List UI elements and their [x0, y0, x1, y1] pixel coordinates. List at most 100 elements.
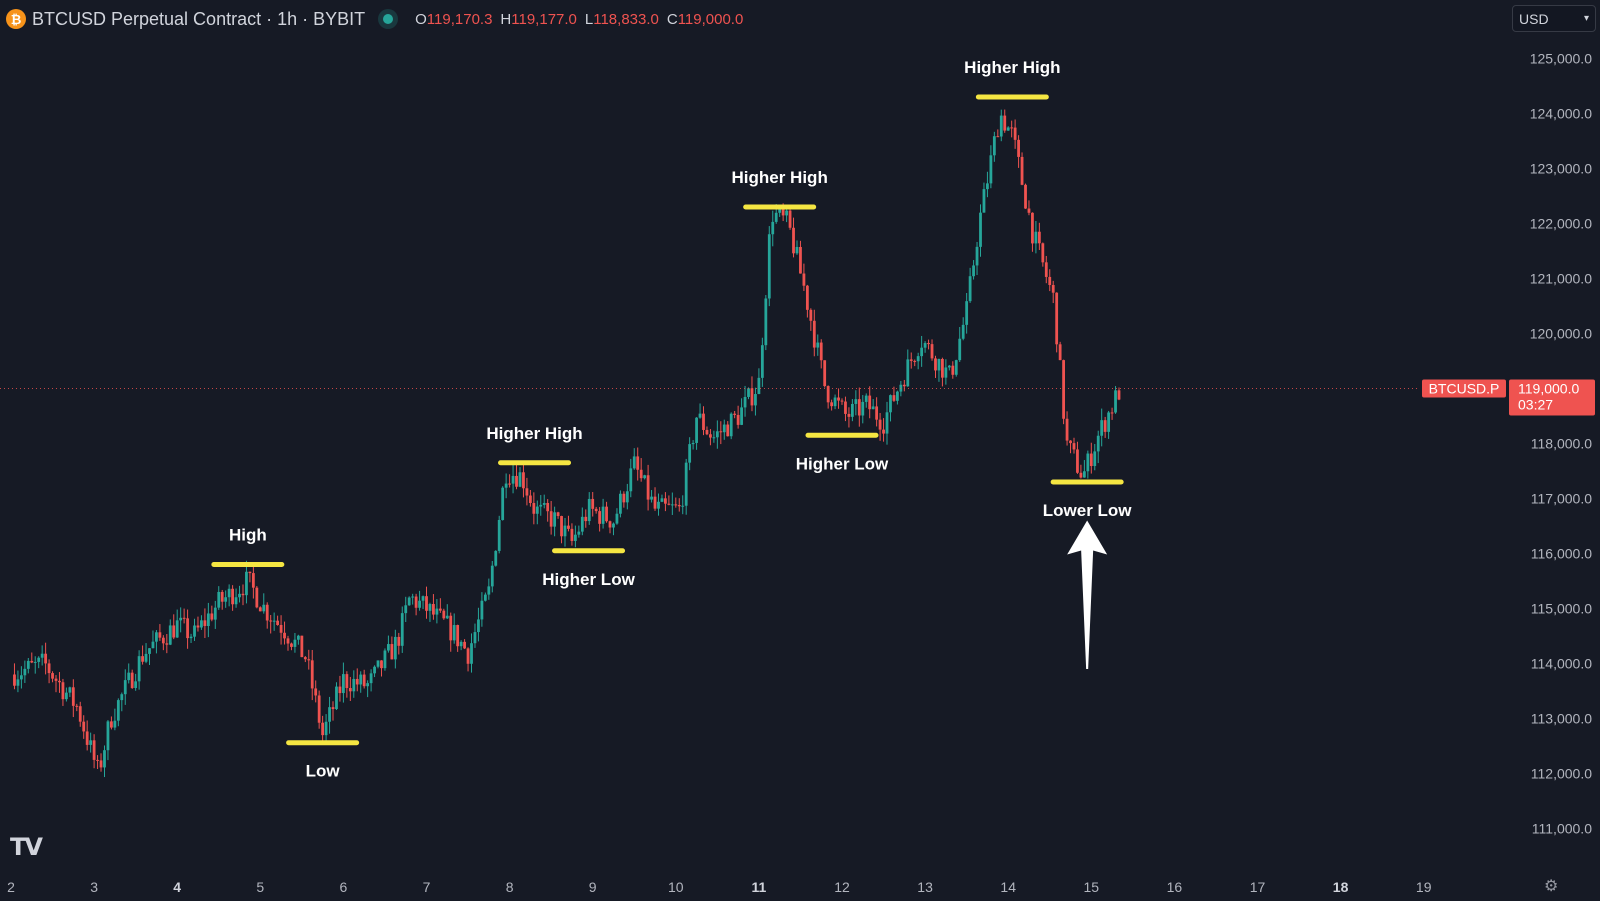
candle-body — [421, 596, 425, 601]
candle-body — [144, 653, 148, 662]
candle-body — [584, 516, 588, 522]
gear-icon[interactable]: ⚙ — [1544, 878, 1559, 895]
candle-body — [30, 660, 34, 663]
candle-body — [688, 444, 692, 463]
candle-body — [68, 687, 72, 693]
candle-body — [276, 620, 280, 625]
candle-body — [1027, 208, 1031, 213]
candle-body — [331, 707, 335, 710]
candle-body — [414, 596, 418, 608]
last-price-tag[interactable] — [1509, 379, 1595, 416]
symbol-title[interactable]: BTCUSD Perpetual Contract · 1h · BYBIT — [32, 8, 366, 29]
candle-body — [314, 688, 318, 696]
candle-body — [47, 663, 51, 674]
candle-body — [442, 610, 446, 619]
candle-body — [896, 391, 899, 401]
candle-body — [809, 309, 813, 321]
candle-body — [33, 661, 37, 663]
candle-body — [130, 672, 134, 688]
candle-body — [44, 653, 48, 664]
x-tick-label: 3 — [90, 879, 98, 895]
candle-body — [947, 365, 951, 368]
candle-body — [702, 413, 705, 430]
candle-body — [1034, 231, 1038, 244]
candle-body — [771, 221, 775, 235]
x-tick-label: 8 — [506, 879, 514, 895]
candle-body — [740, 407, 743, 425]
y-tick-label: 113,000.0 — [1531, 711, 1592, 727]
candle-body — [418, 600, 421, 608]
candle-body — [127, 672, 131, 681]
candle-body — [864, 395, 868, 402]
candle-body — [951, 365, 955, 375]
candle-body — [757, 377, 761, 395]
candle-body — [1100, 420, 1104, 436]
candle-body — [941, 358, 944, 378]
candle-body — [1065, 418, 1069, 441]
candle-body — [258, 607, 262, 612]
candle-body — [705, 429, 709, 435]
candle-body — [200, 620, 203, 628]
candle-body — [241, 593, 245, 596]
candle-body — [1010, 127, 1014, 129]
candle-body — [1048, 276, 1052, 285]
candle-body — [1024, 184, 1027, 209]
chevron-down-icon: ▾ — [1583, 13, 1589, 24]
candle-body — [650, 496, 653, 500]
candle-body — [573, 534, 577, 541]
candle-body — [767, 234, 771, 299]
candle-body — [355, 678, 359, 685]
candle-body — [373, 666, 376, 674]
candle-body — [251, 573, 255, 588]
candle-body — [830, 402, 834, 407]
y-tick-label: 122,000.0 — [1530, 216, 1592, 232]
candle-body — [1003, 115, 1007, 131]
candle-body — [681, 505, 685, 507]
candle-body — [660, 498, 664, 502]
candle-body — [432, 604, 435, 615]
candle-body — [934, 358, 937, 371]
candle-body — [148, 648, 151, 654]
candle-body — [629, 468, 633, 492]
candle-body — [283, 632, 286, 639]
candle-body — [483, 594, 487, 601]
symbol-price-tag[interactable] — [1422, 379, 1506, 398]
candle-body — [1041, 243, 1045, 263]
candle-body — [965, 301, 969, 325]
candle-body — [359, 674, 363, 685]
candle-body — [958, 338, 962, 361]
candle-body — [501, 487, 505, 520]
candle-body — [16, 679, 20, 686]
candle-body — [404, 605, 408, 614]
candle-body — [71, 687, 75, 706]
candle-body — [1069, 440, 1072, 444]
candle-body — [664, 498, 667, 504]
candle-body — [691, 442, 695, 445]
market-status-icon[interactable] — [383, 14, 394, 24]
currency-select[interactable]: USD ▾ — [1512, 5, 1596, 32]
candle-body — [425, 596, 428, 611]
candle-body — [390, 644, 394, 660]
candle-body — [927, 343, 930, 345]
x-tick-label: 10 — [668, 879, 684, 895]
candle-body — [338, 686, 342, 694]
candle-body — [560, 516, 563, 537]
candle-body — [411, 596, 415, 598]
candle-body — [99, 760, 103, 768]
candle-body — [785, 210, 788, 216]
candle-body — [840, 400, 844, 402]
ohlc-close: C119,000.0 — [666, 10, 744, 28]
candle-body — [1017, 139, 1020, 157]
candle-body — [1013, 127, 1017, 140]
candle-body — [992, 136, 996, 156]
candle-body — [51, 673, 54, 679]
y-tick-label: 118,000.0 — [1531, 436, 1592, 452]
candle-body — [366, 683, 370, 687]
candle-body — [438, 608, 442, 611]
candle-body — [882, 429, 885, 434]
candle-body — [1076, 449, 1079, 473]
x-tick-label: 7 — [423, 879, 431, 895]
y-tick-label: 112,000.0 — [1531, 766, 1592, 782]
